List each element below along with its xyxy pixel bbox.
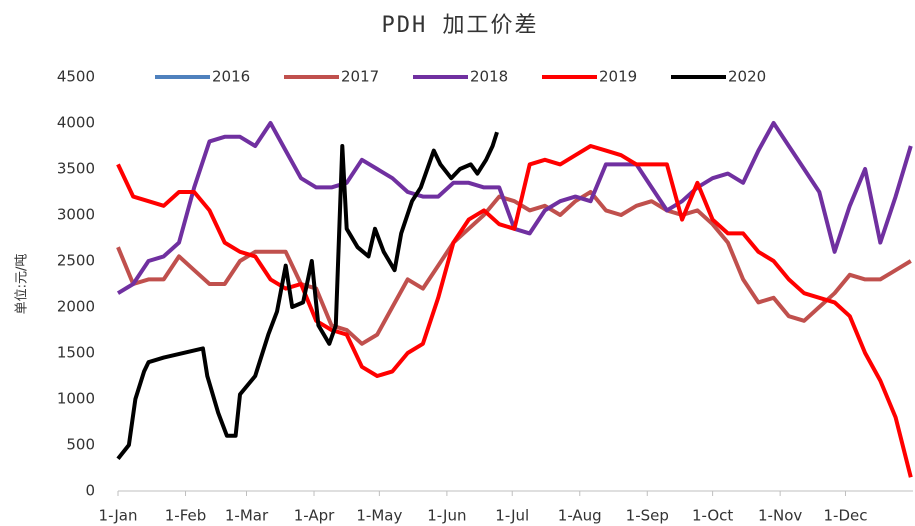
x-tick-label: 1-May (356, 507, 402, 525)
legend-label: 2019 (599, 68, 637, 86)
series-line (116, 131, 499, 461)
x-tick-label: 1-Oct (692, 507, 733, 525)
y-tick-label: 1500 (57, 344, 95, 362)
legend-label: 2020 (728, 68, 766, 86)
y-tick-label: 3000 (57, 206, 95, 224)
series-line (116, 144, 913, 478)
x-tick-label: 1-Feb (165, 507, 207, 525)
y-tick-label: 2000 (57, 298, 95, 316)
x-tick-label: 1-Jul (495, 507, 529, 525)
y-axis-label: 单位:元/吨 (15, 254, 30, 315)
series-line (116, 190, 912, 346)
y-tick-label: 500 (66, 436, 95, 454)
x-tick-label: 1-Mar (225, 507, 269, 525)
x-tick-label: 1-Nov (758, 507, 802, 525)
y-tick-label: 4500 (57, 68, 95, 86)
y-tick-label: 3500 (57, 160, 95, 178)
y-tick-label: 0 (85, 482, 95, 500)
y-tick-label: 4000 (57, 114, 95, 132)
chart-title: PDH 加工价差 (382, 13, 539, 38)
x-tick-label: 1-Jan (99, 507, 138, 525)
x-tick-label: 1-Dec (823, 507, 867, 525)
legend-label: 2018 (470, 68, 508, 86)
y-tick-label: 2500 (57, 252, 95, 270)
legend-label: 2017 (341, 68, 379, 86)
legend-label: 2016 (212, 68, 250, 86)
x-tick-label: 1-Aug (558, 507, 602, 525)
x-tick-label: 1-Jun (427, 507, 466, 525)
x-tick-label: 1-Sep (626, 507, 669, 525)
y-tick-label: 1000 (57, 390, 95, 408)
x-tick-label: 1-Apr (294, 507, 335, 525)
